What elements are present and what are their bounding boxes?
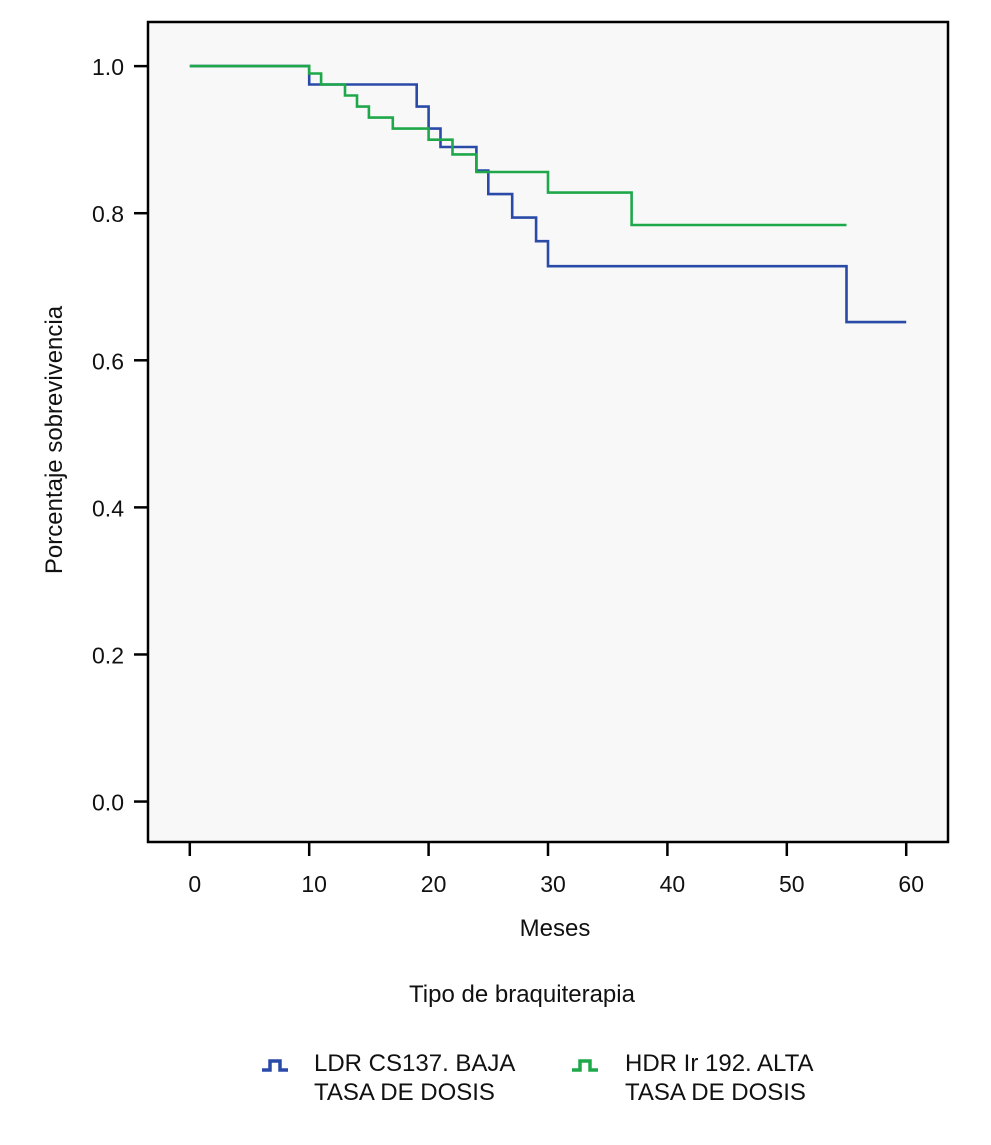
legend-label-hdr-line2: TASA DE DOSIS: [625, 1079, 806, 1106]
x-tick-label-40: 40: [660, 871, 686, 897]
y-tick-label-0.4: 0.4: [92, 495, 124, 521]
legend-label-hdr-line1: HDR Ir 192. ALTA: [625, 1050, 814, 1077]
y-tick-label-0.0: 0.0: [92, 790, 124, 816]
x-tick-label-20: 20: [421, 871, 447, 897]
x-tick-label-50: 50: [779, 871, 805, 897]
legend-entry-ldr: LDR CS137. BAJA TASA DE DOSIS: [262, 1050, 515, 1106]
plot-area: [146, 20, 950, 844]
y-tick-label-0.6: 0.6: [92, 348, 124, 374]
legend-entry-hdr: HDR Ir 192. ALTA TASA DE DOSIS: [572, 1050, 814, 1106]
axes: 0 10 20 30 40 50 60 0.0 0.2 0.4 0.6 0.8 1.0: [92, 54, 924, 897]
x-axis-title: Meses: [520, 915, 591, 942]
x-tick-label-10: 10: [301, 871, 327, 897]
legend-label-ldr-line1: LDR CS137. BAJA: [314, 1050, 515, 1077]
y-tick-label-0.2: 0.2: [92, 642, 124, 668]
y-tick-label-1.0: 1.0: [92, 54, 124, 80]
legend-step-icon-ldr: [262, 1059, 288, 1072]
x-tick-label-60: 60: [898, 871, 924, 897]
series-line-ldr: [189, 64, 907, 324]
legend-title: Tipo de braquiterapia: [409, 981, 636, 1008]
x-tick-label-30: 30: [540, 871, 566, 897]
series-layer: [189, 64, 907, 324]
series-line-hdr: [189, 64, 847, 227]
y-tick-label-0.8: 0.8: [92, 201, 124, 227]
legend-label-ldr-line2: TASA DE DOSIS: [314, 1079, 495, 1106]
legend-step-icon-hdr: [572, 1059, 598, 1072]
x-tick-label-0: 0: [188, 871, 201, 897]
y-axis-title: Porcentaje sobrevivencia: [41, 305, 68, 574]
